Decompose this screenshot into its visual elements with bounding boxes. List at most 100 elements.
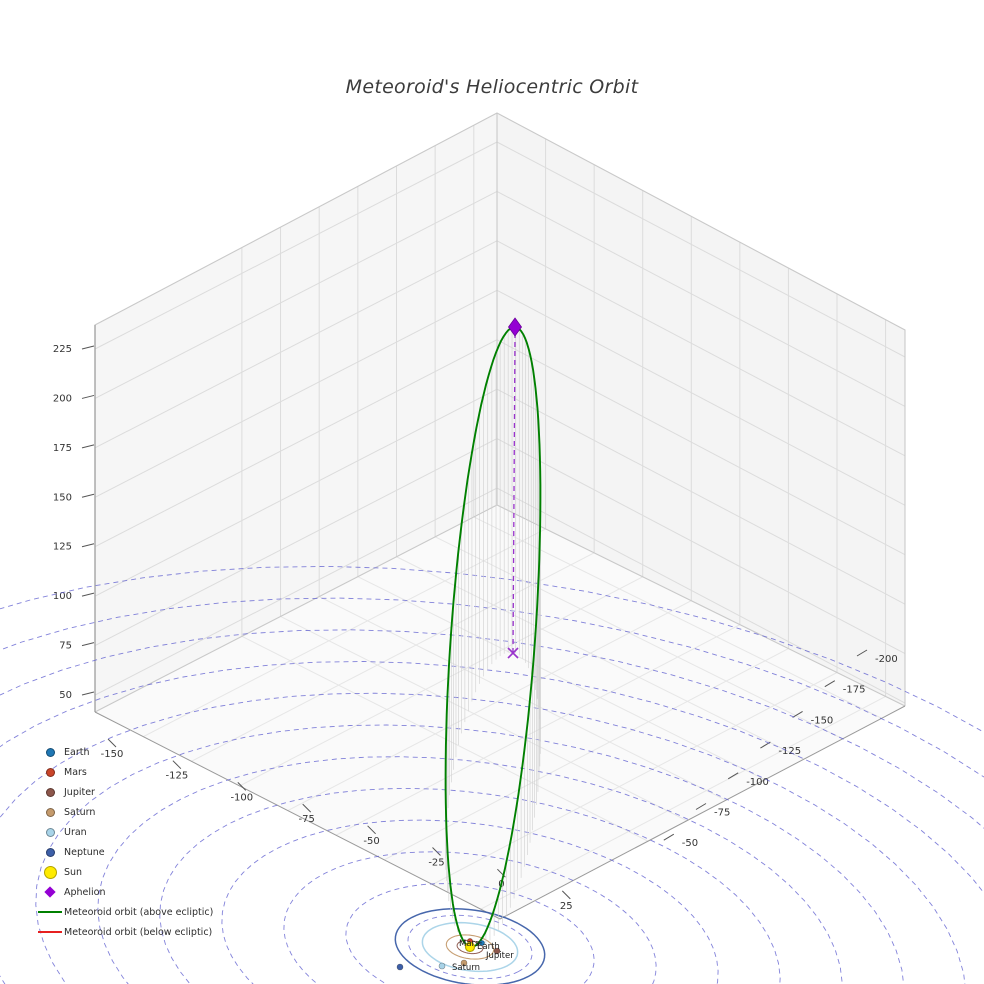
x-gridline-floor — [480, 695, 886, 910]
earth-marker-icon — [36, 747, 64, 757]
neptune-marker-icon — [36, 847, 64, 857]
planet-label-earth: Earth — [477, 942, 500, 952]
ecliptic-grid-ring — [35, 724, 905, 984]
y-tick-mark — [663, 833, 675, 841]
ecliptic-grid-ring — [159, 787, 781, 984]
right-wall-pane — [497, 113, 905, 706]
z-gridline-left — [94, 487, 498, 696]
x-gridline-floor — [384, 648, 789, 861]
y-gridline-floor — [357, 576, 766, 781]
ecliptic-grid-ring — [0, 692, 966, 984]
x-gridline-floor — [191, 552, 595, 762]
legend-label: Meteoroid orbit (above ecliptic) — [64, 906, 214, 918]
ecliptic-grid-ring — [407, 914, 533, 980]
z-tick-mark — [81, 543, 95, 548]
ecliptic-grid-ring — [97, 756, 843, 984]
y-tick-mark — [727, 772, 739, 780]
y-gridline-floor — [241, 635, 649, 842]
legend-item-uran: Uran — [36, 822, 213, 842]
sub-aphelion-x-icon — [507, 647, 519, 659]
y-gridline-floor — [280, 616, 688, 822]
planet-label-saturn: Saturn — [452, 963, 480, 973]
y-tick-label: -75 — [714, 808, 730, 819]
x-tick-label: -150 — [101, 749, 124, 760]
z-tick-label: 225 — [53, 344, 72, 355]
z-gridline-left — [94, 190, 498, 399]
x-gridline-floor — [432, 672, 838, 885]
uran-marker-icon — [36, 827, 64, 837]
y-tick-mark — [824, 680, 836, 688]
y-tick-mark — [792, 710, 803, 718]
y-tick-label: -100 — [746, 777, 769, 788]
x-tick-label: -25 — [428, 858, 444, 869]
planet-orbit-uran — [421, 921, 519, 973]
ecliptic-grid-ring — [345, 883, 595, 984]
z-tick-label: 100 — [53, 591, 72, 602]
legend-item-earth: Earth — [36, 742, 213, 762]
x-tick-mark — [172, 760, 182, 770]
legend-item-jupiter: Jupiter — [36, 782, 213, 802]
y-tick-label: -200 — [875, 654, 898, 665]
legend-item-orbit-below: Meteoroid orbit (below ecliptic) — [36, 922, 213, 942]
x-tick-mark — [367, 825, 376, 835]
y-tick-mark — [695, 803, 707, 810]
y-tick-label: -125 — [778, 746, 801, 757]
planet-dot-neptune — [396, 963, 404, 971]
chart-title: Meteoroid's Heliocentric Orbit — [345, 76, 639, 98]
z-tick-mark — [81, 642, 95, 647]
z-tick-mark — [81, 444, 95, 449]
legend-label: Neptune — [64, 846, 105, 858]
x-tick-label: -50 — [363, 836, 379, 847]
legend-label: Aphelion — [64, 886, 106, 898]
z-gridline-left — [94, 339, 498, 548]
y-tick-mark — [856, 649, 868, 657]
z-tick-mark — [81, 493, 95, 498]
planet-dot-jupiter — [493, 947, 501, 955]
orbit-below-line-icon — [36, 931, 64, 933]
z-tick-label: 200 — [53, 393, 72, 404]
planet-orbit-neptune — [394, 908, 546, 984]
legend-label: Mars — [64, 766, 87, 778]
legend-label: Saturn — [64, 806, 96, 818]
z-tick-mark — [81, 394, 95, 399]
x-tick-label: 25 — [560, 901, 573, 912]
planet-dot-saturn — [460, 959, 468, 967]
legend-item-aphelion: Aphelion — [36, 882, 213, 902]
x-tick-label: -75 — [299, 814, 315, 825]
x-gridline-floor — [142, 528, 546, 738]
planet-dot-uran — [438, 962, 446, 970]
z-tick-label: 75 — [59, 641, 72, 652]
legend-item-saturn: Saturn — [36, 802, 213, 822]
saturn-marker-icon — [36, 807, 64, 817]
x-tick-mark — [302, 803, 312, 813]
legend-item-sun: Sun — [36, 862, 213, 882]
z-gridline-left — [94, 141, 498, 350]
x-gridline-floor — [239, 576, 643, 787]
y-gridline-floor — [396, 556, 804, 760]
x-tick-mark — [432, 847, 441, 856]
orbit-above-line-icon — [36, 911, 64, 913]
legend-label: Sun — [64, 866, 83, 878]
planet-orbit-saturn — [445, 934, 495, 960]
ecliptic-grid-ring — [283, 851, 657, 984]
box-floor-back-edges — [94, 504, 906, 713]
z-tick-label: 150 — [53, 492, 72, 503]
x-axis-spine — [94, 711, 501, 920]
planet-label-jupiter: Jupiter — [485, 951, 514, 961]
legend-item-neptune: Neptune — [36, 842, 213, 862]
aphelion-marker-icon — [36, 886, 64, 898]
legend-label: Meteoroid orbit (below ecliptic) — [64, 926, 213, 938]
x-tick-label: -100 — [230, 792, 253, 803]
legend-label: Jupiter — [64, 786, 95, 798]
z-tick-label: 175 — [53, 443, 72, 454]
mars-marker-icon — [36, 767, 64, 777]
z-gridline-left — [94, 438, 498, 647]
legend-item-mars: Mars — [36, 762, 213, 782]
y-tick-label: -175 — [843, 685, 866, 696]
planet-dot-earth — [479, 940, 485, 946]
y-gridline-floor — [473, 516, 882, 719]
x-tick-label: -125 — [166, 771, 189, 782]
z-gridline-left — [94, 388, 498, 597]
